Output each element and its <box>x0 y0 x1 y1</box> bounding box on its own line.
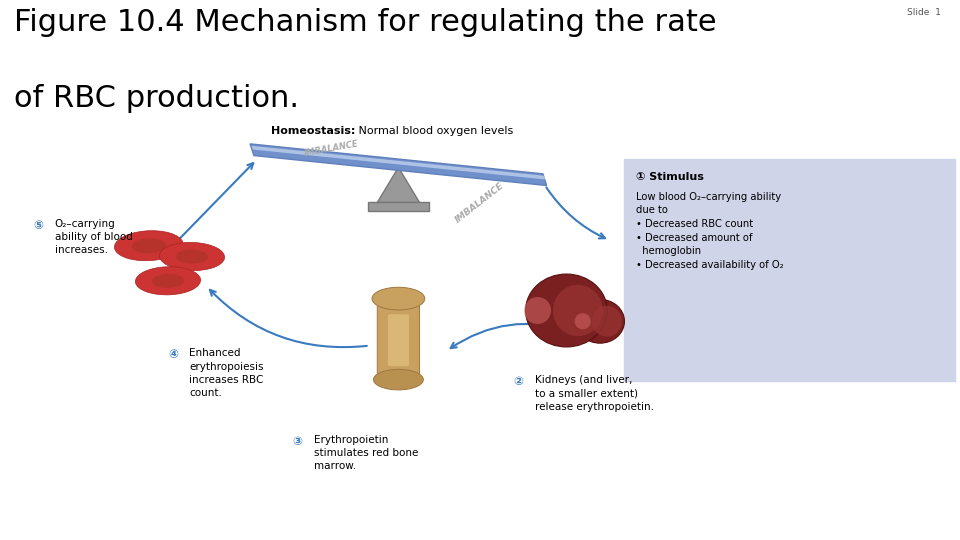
Text: IMBALANCE: IMBALANCE <box>303 139 359 158</box>
Text: of RBC production.: of RBC production. <box>14 84 300 113</box>
Text: IMBALANCE: IMBALANCE <box>454 181 506 224</box>
Text: O₂–carrying
ability of blood
increases.: O₂–carrying ability of blood increases. <box>55 219 132 255</box>
FancyBboxPatch shape <box>624 159 955 381</box>
Text: ① Stimulus: ① Stimulus <box>636 172 705 182</box>
Text: ⑤: ⑤ <box>34 219 43 232</box>
Text: ③: ③ <box>293 435 302 448</box>
Text: ②: ② <box>514 375 523 388</box>
Text: ④: ④ <box>168 348 178 361</box>
Ellipse shape <box>152 274 184 288</box>
Ellipse shape <box>176 249 208 264</box>
Text: Erythropoietin
stimulates red bone
marrow.: Erythropoietin stimulates red bone marro… <box>314 435 419 471</box>
Ellipse shape <box>373 369 423 390</box>
Ellipse shape <box>372 287 424 310</box>
Ellipse shape <box>553 285 603 336</box>
Bar <box>368 202 429 211</box>
Polygon shape <box>251 144 546 186</box>
Ellipse shape <box>575 299 624 343</box>
Ellipse shape <box>575 313 590 329</box>
FancyBboxPatch shape <box>377 299 420 376</box>
Polygon shape <box>377 167 420 202</box>
Ellipse shape <box>159 242 225 271</box>
Polygon shape <box>252 146 545 179</box>
Ellipse shape <box>132 238 166 253</box>
Text: Enhanced
erythropoiesis
increases RBC
count.: Enhanced erythropoiesis increases RBC co… <box>189 348 264 398</box>
Ellipse shape <box>592 306 622 337</box>
Ellipse shape <box>135 267 201 295</box>
Ellipse shape <box>114 231 183 261</box>
Text: Normal blood oxygen levels: Normal blood oxygen levels <box>355 126 514 136</box>
Text: Kidneys (and liver,
to a smaller extent)
release erythropoietin.: Kidneys (and liver, to a smaller extent)… <box>535 375 654 411</box>
Ellipse shape <box>525 274 607 347</box>
Text: Slide  1: Slide 1 <box>907 8 941 17</box>
Text: Low blood O₂–carrying ability
due to
• Decreased RBC count
• Decreased amount of: Low blood O₂–carrying ability due to • D… <box>636 192 784 269</box>
Text: Homeostasis:: Homeostasis: <box>271 126 355 136</box>
Ellipse shape <box>524 297 551 324</box>
FancyBboxPatch shape <box>388 314 409 366</box>
Text: Figure 10.4 Mechanism for regulating the rate: Figure 10.4 Mechanism for regulating the… <box>14 8 717 37</box>
